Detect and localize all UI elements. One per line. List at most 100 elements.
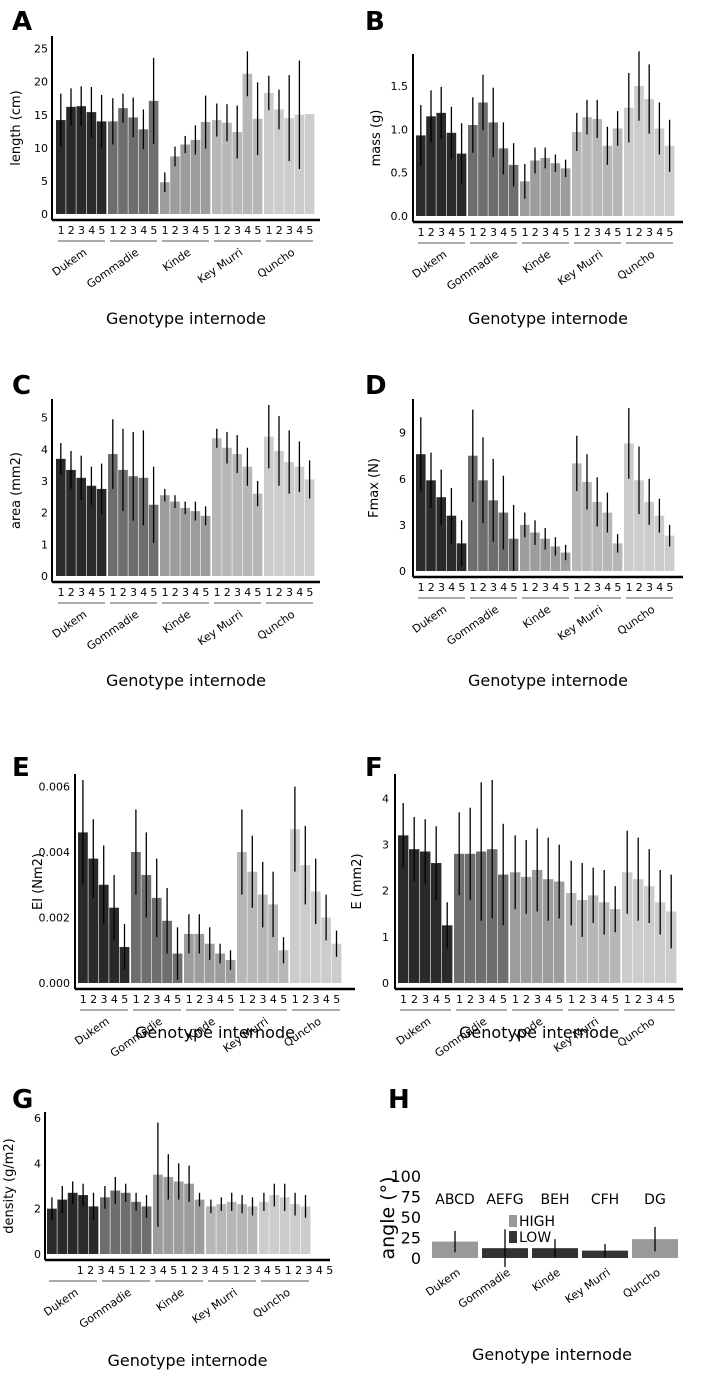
- x-tick-label: 4: [448, 581, 455, 594]
- x-tick-label: 3: [98, 1264, 105, 1277]
- y-tick-label: 0.004: [39, 846, 71, 859]
- bar: [278, 950, 289, 983]
- x-tick-label: 3: [78, 586, 85, 599]
- bar: [78, 1195, 88, 1254]
- x-tick-label: 2: [579, 993, 586, 1006]
- bar: [109, 907, 119, 983]
- bar: [543, 879, 554, 983]
- bar: [602, 512, 613, 571]
- bar: [86, 485, 97, 576]
- bar: [151, 897, 162, 983]
- bar: [88, 858, 99, 983]
- x-tick-label: 4: [489, 993, 496, 1006]
- x-tick-label: 2: [295, 1264, 302, 1277]
- x-tick-label: 4: [212, 1264, 219, 1277]
- x-tick-label: 5: [510, 581, 517, 594]
- y-tick-label: 1.5: [391, 80, 409, 93]
- bar: [141, 1206, 152, 1254]
- x-tick-label: 1: [522, 581, 529, 594]
- x-tick-label: 1: [133, 993, 140, 1006]
- bar: [110, 1190, 121, 1254]
- panel-label: D: [365, 371, 387, 401]
- x-tick-label: 3: [202, 1264, 209, 1277]
- bar: [206, 1206, 216, 1254]
- bar: [257, 894, 268, 983]
- x-tick-label: 1: [110, 224, 117, 237]
- x-tick-label: 2: [584, 581, 591, 594]
- x-tick-label: 3: [478, 993, 485, 1006]
- bar: [624, 107, 634, 216]
- x-tick-label: 4: [604, 226, 611, 239]
- bar: [66, 106, 76, 214]
- x-tick-label: 1: [162, 224, 169, 237]
- bar: [612, 128, 623, 216]
- y-tick-label: 6: [399, 473, 406, 486]
- bar: [498, 148, 509, 216]
- x-tick-label: 2: [523, 993, 530, 1006]
- bar: [398, 835, 409, 983]
- x-tick-label: 5: [458, 581, 465, 594]
- x-tick-label: 4: [296, 224, 303, 237]
- bar: [530, 532, 540, 571]
- bar: [310, 891, 321, 983]
- y-tick-label: 3: [399, 519, 406, 532]
- bar: [264, 92, 274, 214]
- x-tick-label: 3: [306, 1264, 313, 1277]
- x-tick-label: 2: [584, 226, 591, 239]
- bar: [634, 86, 644, 216]
- y-tick-label: 0.000: [39, 977, 71, 990]
- bar: [426, 480, 436, 571]
- x-tick-label: 1: [162, 586, 169, 599]
- bar: [173, 1181, 184, 1254]
- x-tick-label: 5: [118, 1264, 125, 1277]
- y-tick-label: 0: [382, 977, 389, 990]
- x-tick-label: 2: [120, 586, 127, 599]
- x-tick-label: 2: [411, 993, 418, 1006]
- bar: [190, 511, 201, 576]
- x-tick-label: 1: [239, 993, 246, 1006]
- y-tick-label: 5: [41, 412, 48, 425]
- x-tick-label: 1: [58, 586, 65, 599]
- bar: [602, 145, 613, 216]
- x-tick-label: 4: [160, 1264, 167, 1277]
- bar: [498, 874, 509, 983]
- y-tick-label: 20: [34, 76, 48, 89]
- x-tick-label: 4: [192, 224, 199, 237]
- x-tick-label: 4: [140, 586, 147, 599]
- x-tick-label: 3: [490, 581, 497, 594]
- bar: [655, 902, 666, 983]
- bar: [216, 1204, 227, 1254]
- x-tick-label: 2: [191, 1264, 198, 1277]
- bar: [212, 120, 222, 214]
- bar: [215, 953, 225, 983]
- x-tick-label: 5: [562, 581, 569, 594]
- y-axis-label: EI (Nm2): [31, 853, 46, 910]
- x-tick-label: 1: [512, 993, 519, 1006]
- x-tick-label: 5: [666, 581, 673, 594]
- bar: [540, 538, 550, 571]
- x-tick-label: 2: [428, 581, 435, 594]
- bar: [212, 438, 222, 576]
- x-tick-label: 3: [422, 993, 429, 1006]
- bar: [237, 1204, 247, 1254]
- x-tick-label: 2: [120, 224, 127, 237]
- bar: [76, 477, 86, 576]
- x-tick-label: 5: [202, 224, 209, 237]
- x-tick-label: 1: [285, 1264, 292, 1277]
- bar: [108, 454, 118, 576]
- bar: [226, 1201, 237, 1254]
- panel-label: C: [12, 371, 31, 401]
- bar: [96, 121, 107, 214]
- bar: [232, 131, 242, 214]
- bar: [566, 893, 577, 983]
- y-tick-label: 2: [41, 507, 48, 520]
- y-axis-label: area (mm2): [9, 452, 24, 529]
- x-tick-label: 2: [428, 226, 435, 239]
- x-tick-label: 3: [438, 581, 445, 594]
- y-tick-label: 0.002: [39, 912, 71, 925]
- bar: [108, 121, 118, 214]
- x-tick-label: 1: [470, 226, 477, 239]
